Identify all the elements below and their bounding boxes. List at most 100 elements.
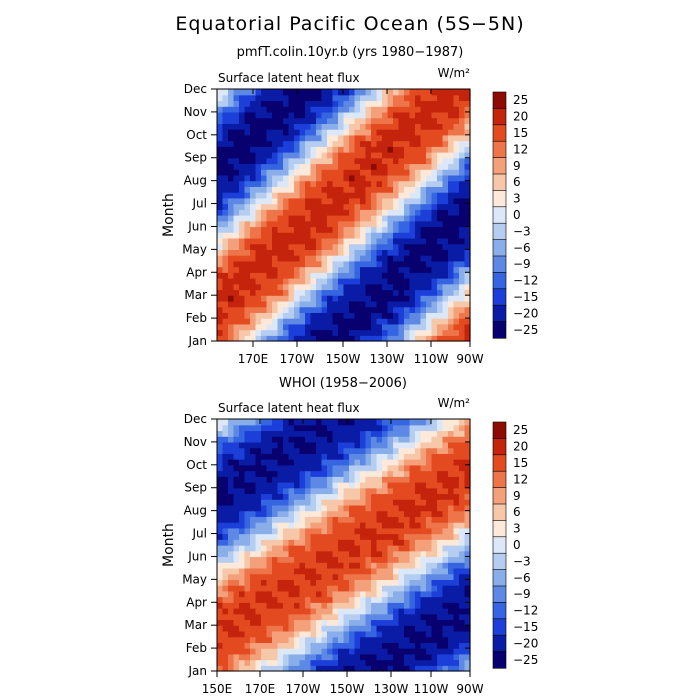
heatmap-cell [343,215,350,222]
heatmap-cell [239,260,246,268]
heatmap-cell [459,289,466,296]
heatmap-cell [255,220,262,228]
heatmap-cell [426,220,433,228]
heatmap-cell [365,596,372,603]
heatmap-cell [338,419,345,426]
heatmap-cell [255,522,262,529]
heatmap-cell [228,220,235,228]
heatmap-cell [316,117,323,124]
heatmap-cell [338,441,345,449]
heatmap-cell [261,487,268,495]
heatmap-cell [327,146,334,153]
heatmap-cell [420,510,427,517]
heatmap-cell [338,106,345,113]
heatmap-cell [288,186,295,193]
heatmap-cell [349,140,356,147]
heatmap-cell [437,453,444,460]
heatmap-cell [453,482,460,489]
heatmap-cell [393,289,400,296]
heatmap-cell [321,648,328,655]
heatmap-cell [239,237,246,245]
heatmap-cell [387,596,394,603]
heatmap-cell [442,516,449,523]
heatmap-cell [327,476,334,483]
colorbar-label: −3 [513,224,531,238]
heatmap-cell [382,453,389,460]
heatmap-cell [261,648,268,655]
heatmap-cell [244,619,251,626]
heatmap-cell [233,300,240,308]
heatmap-cell [299,255,306,262]
heatmap-cell [354,123,361,130]
heatmap-cell [437,653,444,661]
heatmap-cell [261,129,268,136]
heatmap-cell [398,186,405,193]
heatmap-cell [354,152,361,159]
heatmap-cell [233,470,240,477]
heatmap-cell [371,562,378,569]
heatmap-cell [382,180,389,187]
heatmap-cell [387,300,394,308]
x-tick-label: 170E [238,352,269,366]
heatmap-cell [305,232,312,239]
heatmap-cell [420,117,427,124]
heatmap-cell [316,123,323,130]
heatmap-cell [426,504,433,512]
heatmap-cell [415,441,422,449]
heatmap-cell [387,545,394,552]
heatmap-cell [283,487,290,495]
heatmap-cell [404,447,411,454]
plot-frame [216,418,471,672]
heatmap-cell [382,516,389,523]
heatmap-cell [222,220,229,228]
heatmap-cell [266,482,273,489]
heatmap-cell [343,533,350,540]
heatmap-cell [393,180,400,187]
heatmap-cell [299,625,306,632]
heatmap-cell [437,441,444,449]
heatmap-cell [382,585,389,592]
heatmap-cell [277,464,284,472]
heatmap-cell [327,100,334,107]
heatmap-cell [354,470,361,477]
heatmap-cell [398,596,405,603]
heatmap-cell [255,306,262,313]
heatmap-cell [272,209,279,216]
heatmap-cell [464,504,471,512]
heatmap-cell [393,169,400,176]
heatmap-cell [250,556,257,563]
heatmap-cell [239,545,246,552]
heatmap-cell [349,419,356,426]
heatmap-cell [332,255,339,262]
heatmap-cell [239,215,246,222]
heatmap-cell [376,174,383,182]
heatmap-cell [365,585,372,592]
heatmap-cell [437,596,444,603]
heatmap-cell [272,186,279,193]
heatmap-cell [277,539,284,546]
heatmap-cell [266,146,273,153]
heatmap-cell [217,318,224,325]
heatmap-cell [222,300,229,308]
heatmap-cell [459,295,466,302]
heatmap-cell [437,329,444,336]
heatmap-cell [261,255,268,262]
heatmap-cell [387,329,394,336]
heatmap-cell [327,295,334,302]
heatmap-cell [415,329,422,336]
heatmap-cell [448,504,455,512]
heatmap-cell [299,215,306,222]
heatmap-cell [343,573,350,580]
heatmap-cell [277,493,284,500]
heatmap-cell [343,335,350,342]
heatmap-cell [299,192,306,199]
heatmap-cell [228,630,235,638]
heatmap-cell [453,470,460,477]
heatmap-cell [376,243,383,250]
heatmap-cell [288,430,295,437]
heatmap-cell [321,585,328,592]
heatmap-cell [228,203,235,210]
heatmap-cell [288,243,295,250]
heatmap-cell [283,129,290,136]
heatmap-cell [343,545,350,552]
